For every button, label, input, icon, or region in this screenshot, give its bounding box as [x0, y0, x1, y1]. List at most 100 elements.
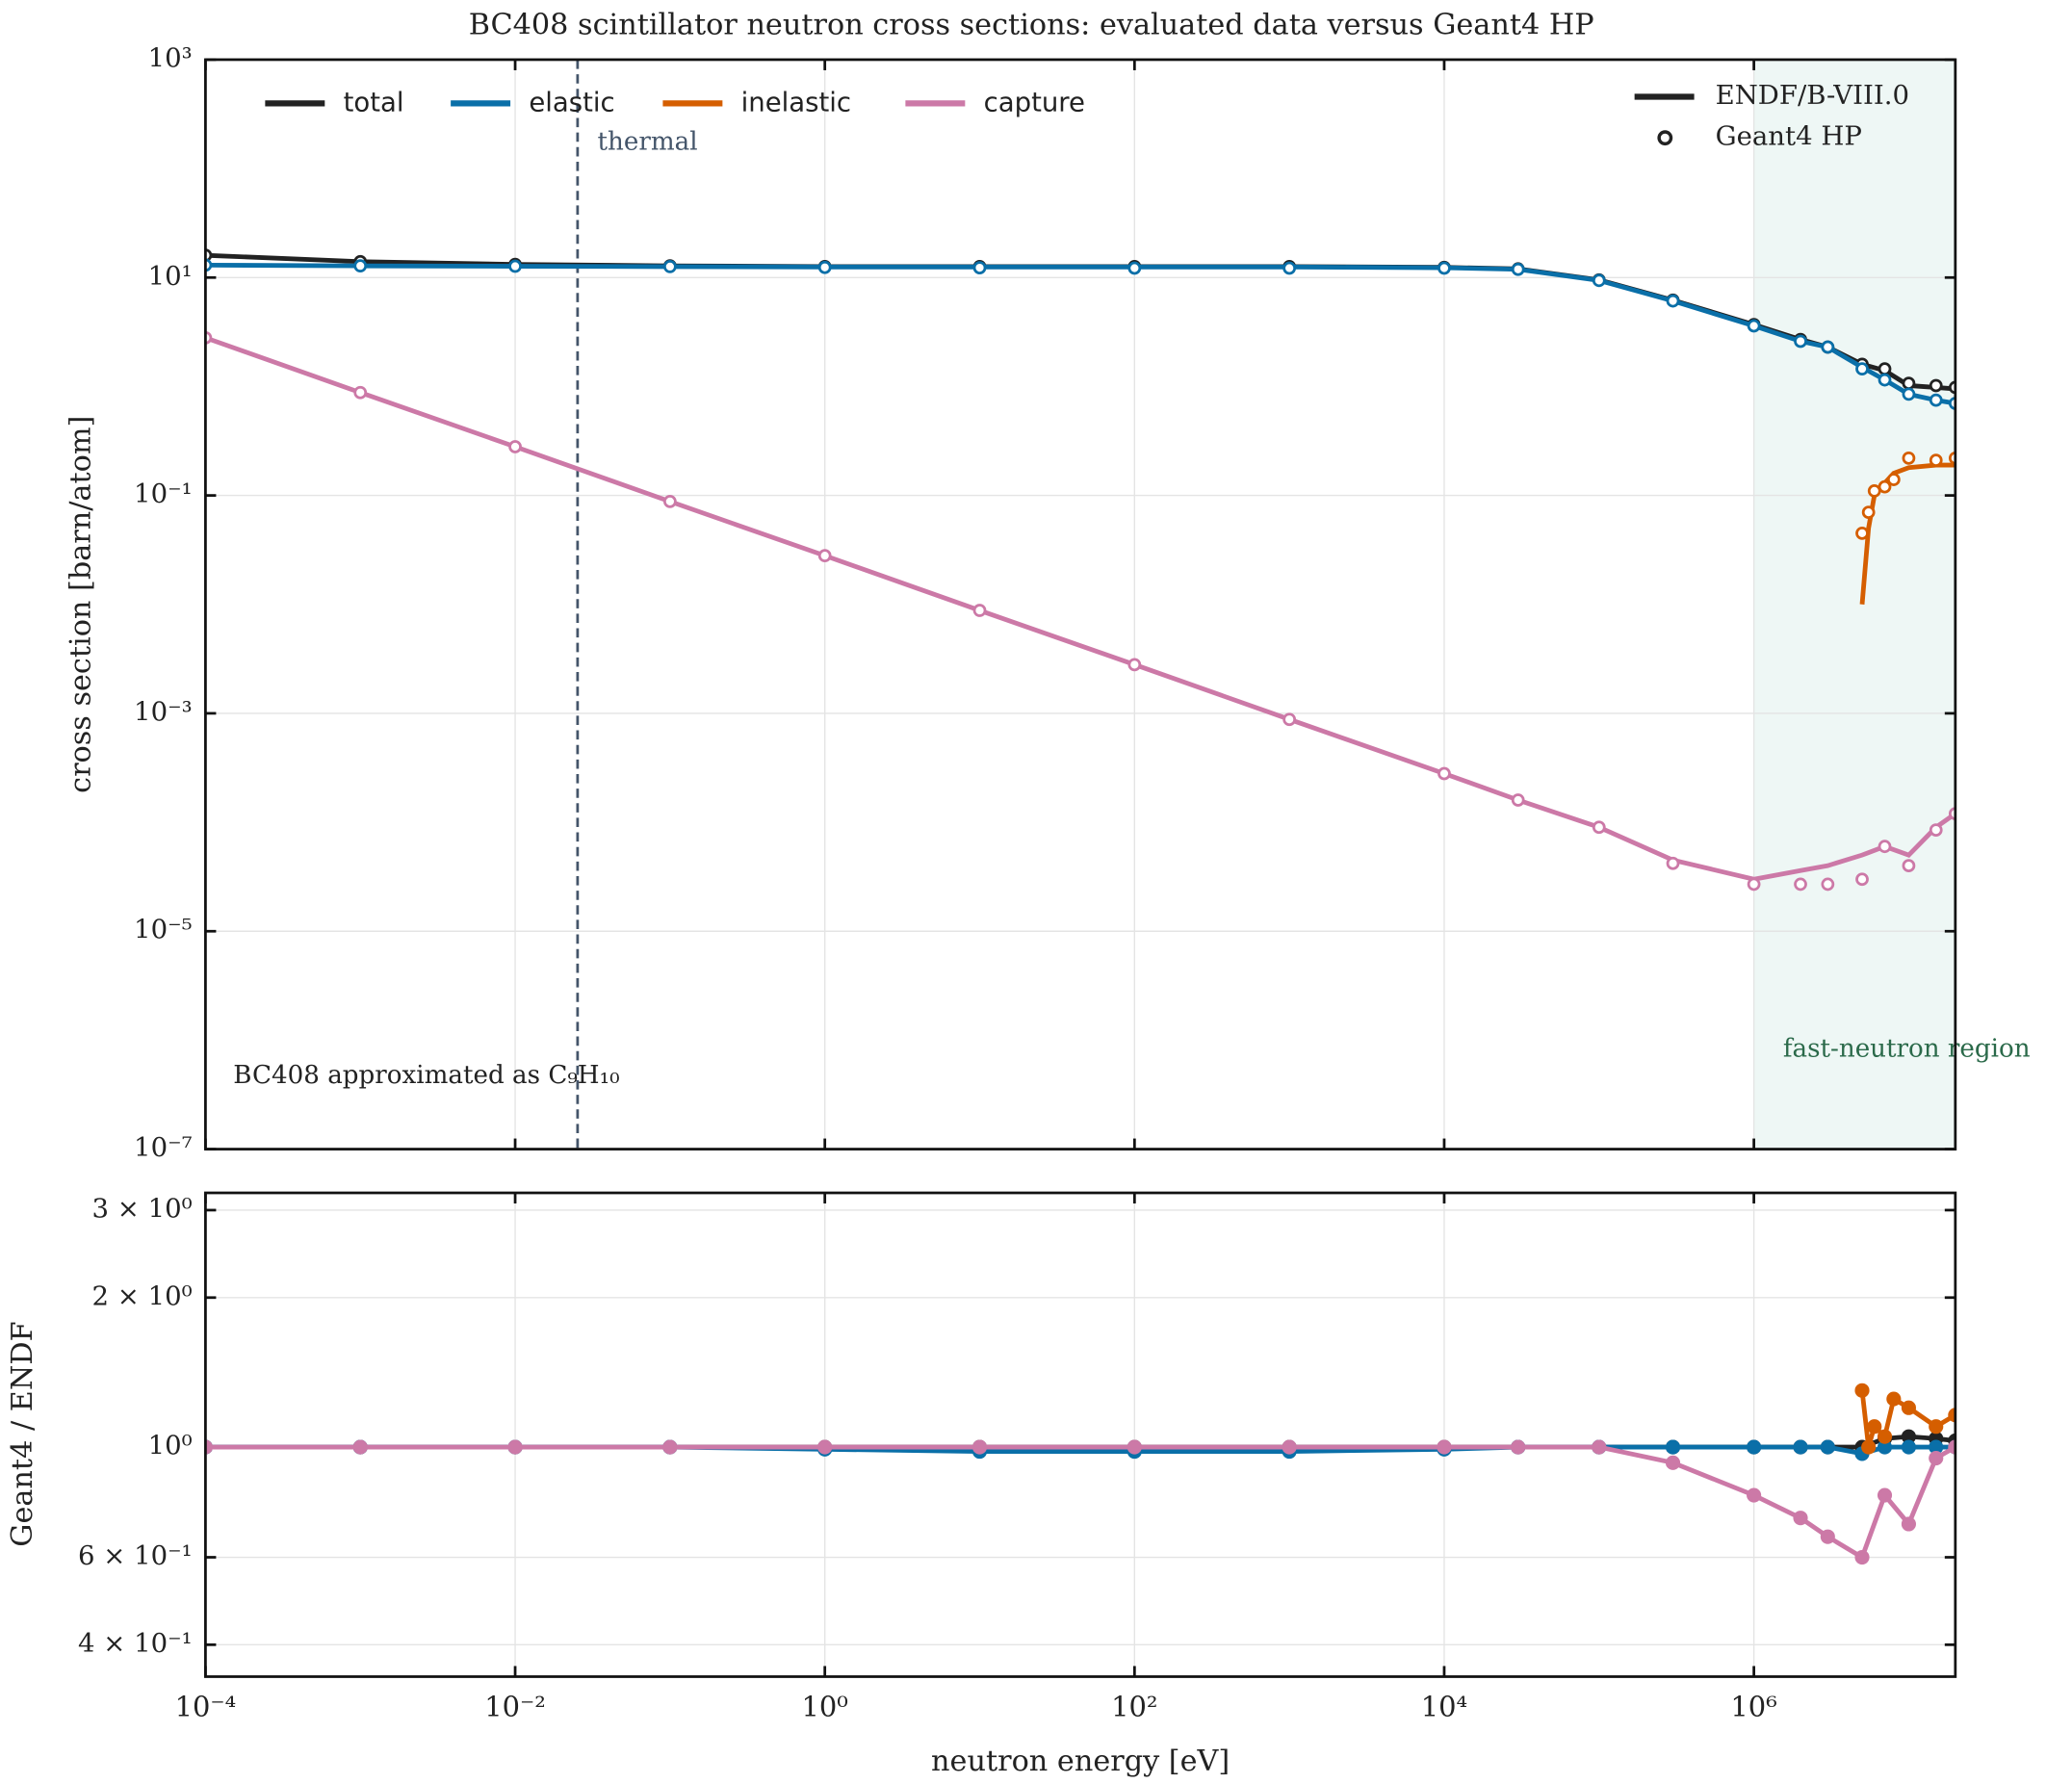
- marker: [1861, 505, 1876, 520]
- marker: [508, 440, 522, 453]
- series-line: [205, 335, 1955, 882]
- y-tick-label: 10⁻⁵: [134, 915, 193, 945]
- marker: [1127, 1439, 1142, 1455]
- marker: [662, 494, 677, 508]
- marker: [1794, 877, 1807, 892]
- series: [1855, 451, 1955, 605]
- legend-label: total: [344, 87, 404, 117]
- marker: [1929, 1419, 1944, 1435]
- fast-region: [1753, 59, 1955, 1150]
- legend-label: ENDF/B-VIII.0: [1716, 80, 1909, 111]
- marker: [1929, 453, 1943, 468]
- legend-label: inelastic: [741, 87, 851, 117]
- marker: [1747, 319, 1761, 333]
- marker: [1855, 362, 1869, 376]
- marker: [662, 260, 677, 273]
- marker: [1867, 1419, 1882, 1435]
- marker: [1793, 1511, 1808, 1526]
- y-axis-label: Geant4 / ENDF: [6, 1321, 39, 1546]
- marker: [1592, 820, 1606, 835]
- marker: [1794, 334, 1807, 349]
- marker: [1929, 393, 1943, 407]
- marker: [1665, 1439, 1681, 1455]
- x-tick-label: 10⁻²: [484, 1691, 546, 1723]
- plot-frame: [204, 58, 1957, 1151]
- marker: [1665, 1455, 1681, 1470]
- x-tick-label: 10⁻⁴: [175, 1691, 237, 1723]
- marker: [1929, 1450, 1944, 1466]
- marker: [1821, 877, 1835, 892]
- marker: [662, 1439, 678, 1455]
- marker: [1666, 856, 1680, 870]
- marker: [1929, 823, 1943, 837]
- x-tick-label: 10⁶: [1730, 1691, 1776, 1723]
- series: [205, 330, 1955, 892]
- chart-title: BC408 scintillator neutron cross section…: [469, 9, 1594, 42]
- marker: [1282, 712, 1297, 727]
- marker: [1747, 877, 1761, 892]
- y-tick-label: 10⁻⁷: [134, 1132, 193, 1163]
- marker: [352, 1439, 368, 1455]
- y-tick-label: 3 × 10⁰: [92, 1193, 193, 1224]
- series-line: [205, 1444, 1955, 1562]
- marker: [1511, 262, 1525, 276]
- series: [205, 248, 1955, 395]
- series: [205, 1439, 1955, 1461]
- marker: [1902, 387, 1916, 401]
- marker: [508, 259, 522, 273]
- legend-label: capture: [984, 87, 1085, 117]
- marker: [1877, 1429, 1893, 1444]
- x-tick-label: 10²: [1111, 1691, 1157, 1723]
- marker: [1867, 484, 1881, 498]
- marker: [1878, 373, 1892, 387]
- marker: [1878, 362, 1892, 376]
- marker: [1855, 526, 1869, 540]
- marker: [1902, 451, 1916, 465]
- legend-label: Geant4 HP: [1716, 121, 1862, 152]
- y-tick-label: 10⁰: [148, 1431, 193, 1461]
- thermal-label: thermal: [598, 128, 698, 157]
- series-line: [205, 252, 1955, 392]
- legend-label: elastic: [529, 87, 614, 117]
- series: [1854, 1383, 1955, 1455]
- series-line: [205, 262, 1955, 406]
- y-tick-label: 10⁻¹: [134, 478, 193, 509]
- y-tick-label: 6 × 10⁻¹: [78, 1540, 193, 1571]
- marker: [353, 385, 368, 400]
- marker: [1901, 1516, 1916, 1532]
- marker: [1820, 1529, 1835, 1544]
- marker: [1592, 1439, 1607, 1455]
- marker: [1854, 1383, 1870, 1398]
- marker: [1948, 1408, 1955, 1423]
- marker: [1886, 1391, 1902, 1407]
- y-axis-label: cross section [barn/atom]: [64, 416, 97, 793]
- marker: [1855, 872, 1869, 887]
- marker: [1666, 294, 1680, 308]
- marker: [1821, 340, 1835, 354]
- material-note: BC408 approximated as C₉H₁₀: [233, 1061, 619, 1090]
- plot-frame: [204, 1191, 1957, 1678]
- marker: [817, 260, 832, 274]
- marker: [1437, 261, 1451, 275]
- marker: [972, 604, 987, 617]
- marker: [1437, 766, 1451, 781]
- marker: [1854, 1549, 1870, 1565]
- marker: [1282, 1439, 1297, 1455]
- marker: [507, 1439, 523, 1455]
- marker: [1901, 1439, 1916, 1455]
- marker: [1127, 658, 1142, 672]
- marker: [1877, 1487, 1893, 1503]
- marker: [1511, 793, 1525, 807]
- marker: [1929, 378, 1943, 393]
- marker: [1902, 859, 1916, 873]
- marker: [1902, 376, 1916, 390]
- marker: [817, 549, 832, 563]
- marker: [1282, 261, 1297, 275]
- y-tick-label: 2 × 10⁰: [92, 1280, 193, 1311]
- marker: [1511, 1439, 1526, 1455]
- marker: [817, 1439, 833, 1455]
- y-tick-label: 4 × 10⁻¹: [78, 1628, 193, 1659]
- y-tick-label: 10¹: [148, 261, 193, 292]
- marker: [1127, 261, 1142, 275]
